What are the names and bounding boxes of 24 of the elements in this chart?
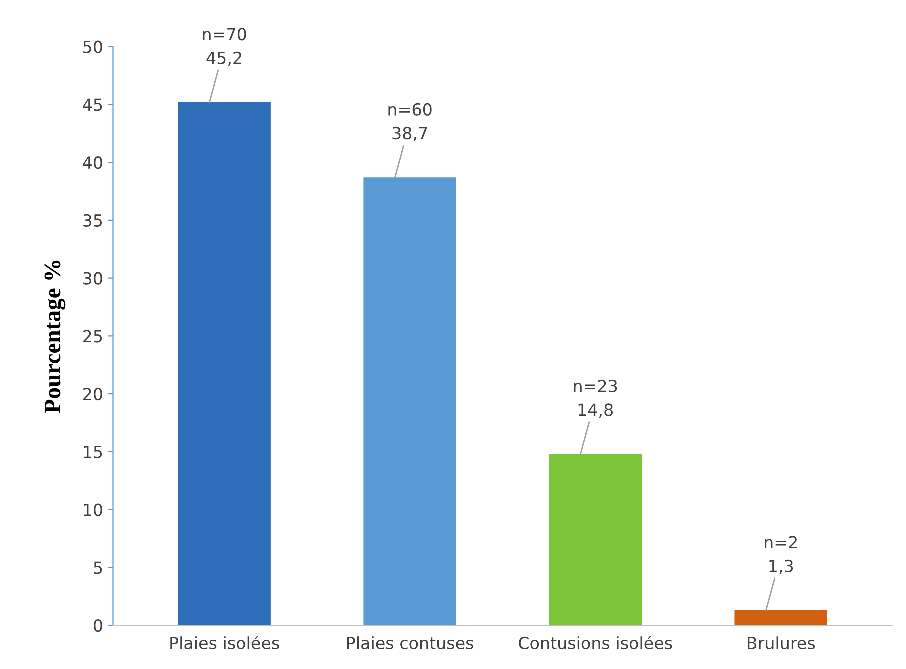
bar <box>178 102 271 626</box>
y-tick-label: 10 <box>84 504 102 516</box>
y-tick-label: 25 <box>84 330 102 343</box>
y-tick-label: 40 <box>83 156 102 170</box>
y-tick-label: 5 <box>94 562 102 574</box>
y-tick-label: 35 <box>84 214 102 228</box>
y-tick-label: 20 <box>84 388 102 401</box>
bar <box>734 610 828 626</box>
y-tick-label: 15 <box>84 446 102 458</box>
y-tick-label: 0 <box>94 619 102 632</box>
data-label: n=70 45,2 <box>203 28 246 66</box>
data-label: n=23 14,8 <box>574 380 618 418</box>
y-tick-label: 30 <box>84 272 102 285</box>
y-tick-label: 45 <box>83 98 102 112</box>
bar <box>364 178 456 626</box>
bar <box>549 454 642 626</box>
y-tick-label: 50 <box>84 40 102 54</box>
data-label: n=60 38,7 <box>388 103 432 142</box>
x-tick-label: Brulures <box>748 636 816 650</box>
y-axis-title: Pourcentage % <box>44 260 66 414</box>
data-label: n=2 1,3 <box>765 536 797 574</box>
x-tick-label: Contusions isolées <box>519 636 672 650</box>
x-tick-label: Plaies contuses <box>348 636 474 650</box>
x-tick-label: Plaies isolées <box>170 636 280 650</box>
